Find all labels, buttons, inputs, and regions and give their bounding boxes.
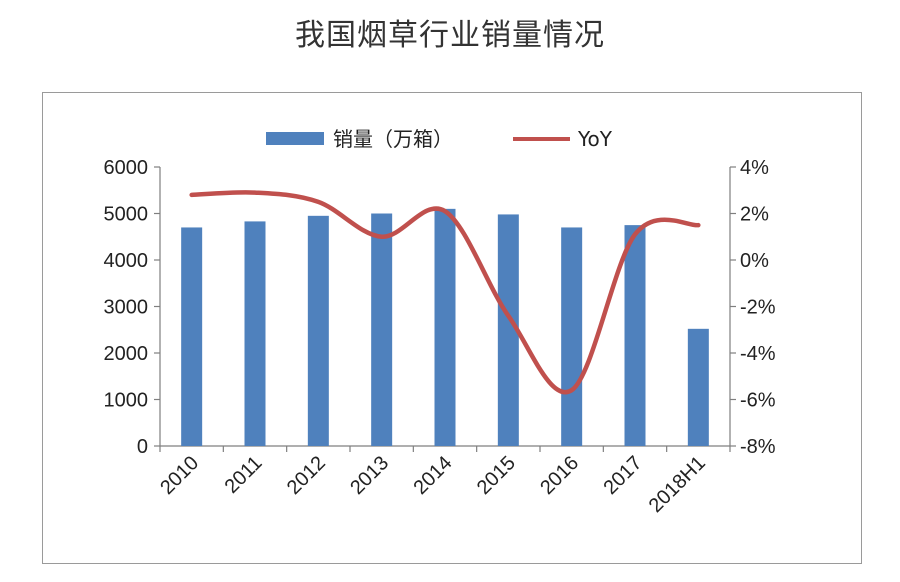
bar: [561, 227, 583, 446]
bar: [497, 214, 519, 446]
x-tick-label: 2011: [221, 452, 267, 498]
y-right-tick-label: 2%: [740, 204, 769, 226]
y-right-tick-label: -2%: [740, 297, 776, 319]
y-left-tick-label: 4000: [104, 250, 149, 272]
yoy-series: [189, 190, 701, 395]
bar: [624, 225, 646, 446]
bar: [687, 328, 709, 446]
chart-frame: [42, 92, 862, 564]
bar-series: [181, 208, 709, 446]
y-right-tick-label: -6%: [740, 390, 776, 412]
legend-bar-swatch: [266, 132, 324, 145]
x-tick-label: 2014: [410, 452, 457, 499]
y-left-tick-label: 5000: [104, 204, 149, 226]
legend-bar-label: 销量（万箱）: [333, 127, 453, 151]
bar: [181, 227, 203, 446]
bar: [434, 208, 456, 446]
x-tick-label: 2010: [156, 452, 203, 499]
y-left-tick-label: 1000: [104, 390, 149, 412]
bar: [307, 215, 329, 446]
y-left-tick-label: 0: [137, 436, 148, 458]
legend-line-label: YoY: [577, 127, 613, 151]
x-tick-label: 2018H1: [645, 452, 710, 517]
y-right-tick-label: -4%: [740, 343, 776, 365]
x-tick-label: 2012: [283, 452, 330, 499]
y-left-tick-label: 2000: [104, 343, 149, 365]
bar: [244, 221, 266, 446]
chart-title: 我国烟草行业销量情况: [295, 18, 605, 53]
y-right-tick-label: 4%: [740, 157, 769, 179]
bar: [371, 213, 393, 446]
x-tick-label: 2016: [536, 452, 583, 499]
x-tick-label: 2017: [600, 452, 647, 499]
y-right-tick-label: 0%: [740, 250, 769, 272]
yoy-line: [189, 190, 701, 395]
y-left-tick-label: 6000: [104, 157, 149, 179]
y-left-tick-label: 3000: [104, 297, 149, 319]
legend: 销量（万箱） YoY: [266, 127, 613, 151]
y-right-tick-label: -8%: [740, 436, 776, 458]
x-tick-label: 2013: [346, 452, 393, 499]
x-tick-label: 2015: [473, 452, 520, 499]
